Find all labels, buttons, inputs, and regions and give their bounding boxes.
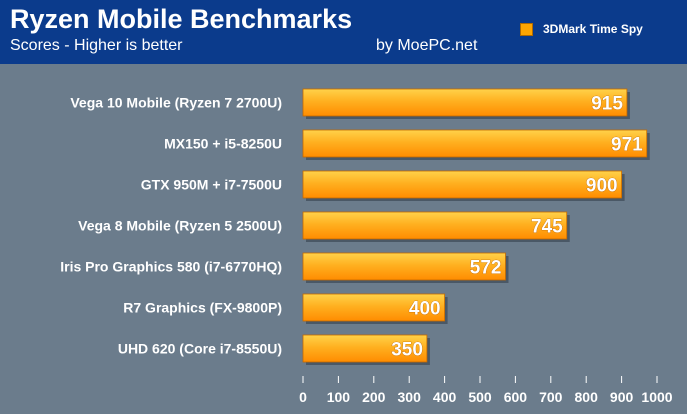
- bar: [302, 129, 648, 158]
- x-tick-label: 900: [610, 389, 634, 405]
- x-tick-label: 300: [398, 389, 422, 405]
- value-label: 350: [391, 340, 423, 361]
- x-tick-label: 200: [362, 389, 386, 405]
- x-tick-label: 700: [539, 389, 563, 405]
- legend-label: 3DMark Time Spy: [543, 22, 643, 36]
- chart-legend: 3DMark Time Spy: [520, 22, 643, 36]
- x-tick-label: 1000: [641, 389, 672, 405]
- x-tick-label: 400: [433, 389, 457, 405]
- value-label: 971: [611, 135, 643, 156]
- x-tick-label: 100: [327, 389, 351, 405]
- x-tick-label: 0: [299, 389, 307, 405]
- legend-swatch: [520, 22, 533, 36]
- x-tick-label: 500: [468, 389, 492, 405]
- x-tick-label: 600: [504, 389, 528, 405]
- category-label: GTX 950M + i7-7500U: [141, 177, 282, 193]
- chart-subtitle: Scores - Higher is better: [10, 37, 183, 54]
- bar: [302, 334, 428, 363]
- category-label: Vega 8 Mobile (Ryzen 5 2500U): [78, 218, 282, 234]
- value-label: 400: [409, 299, 441, 320]
- bar: [302, 252, 506, 281]
- bar: [302, 170, 623, 199]
- x-tick-label: 800: [575, 389, 599, 405]
- category-label: UHD 620 (Core i7-8550U): [118, 341, 282, 357]
- category-label: Vega 10 Mobile (Ryzen 7 2700U): [70, 95, 282, 111]
- bar: [302, 293, 446, 322]
- category-label: MX150 + i5-8250U: [164, 136, 282, 152]
- chart-credit: by MoePC.net: [376, 37, 478, 54]
- chart-title: Ryzen Mobile Benchmarks: [10, 4, 353, 34]
- chart-header: Ryzen Mobile Benchmarks Scores - Higher …: [0, 0, 687, 64]
- category-label: R7 Graphics (FX-9800P): [123, 300, 282, 316]
- value-label: 900: [586, 176, 618, 197]
- category-label: Iris Pro Graphics 580 (i7-6770HQ): [60, 259, 282, 275]
- bar: [302, 211, 568, 240]
- bar: [302, 88, 628, 117]
- value-label: 915: [591, 94, 623, 115]
- value-label: 572: [470, 258, 502, 279]
- value-label: 745: [531, 217, 563, 238]
